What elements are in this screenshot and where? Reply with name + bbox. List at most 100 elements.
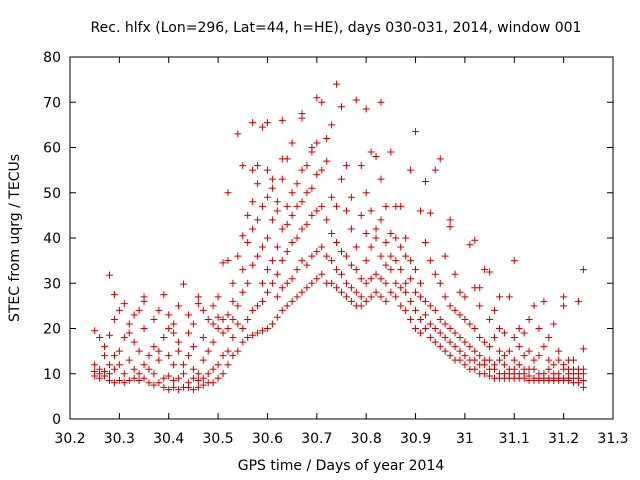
data-point: [120, 379, 128, 387]
data-point: [347, 193, 355, 201]
data-point: [520, 329, 528, 337]
data-point: [278, 284, 286, 292]
y-tick-label: 10: [43, 367, 61, 383]
data-point: [446, 352, 454, 360]
data-point: [155, 306, 163, 314]
data-point: [165, 325, 173, 332]
data-point: [392, 293, 400, 301]
data-point: [456, 311, 464, 319]
data-point: [194, 370, 202, 378]
data-point: [357, 162, 365, 170]
data-point: [456, 334, 464, 342]
data-point: [431, 270, 439, 278]
data-point: [342, 162, 350, 170]
data-point: [105, 370, 113, 378]
data-point: [283, 248, 291, 256]
data-point: [110, 291, 118, 299]
data-point: [254, 216, 262, 224]
data-point: [333, 80, 341, 88]
data-point: [342, 252, 350, 260]
data-point: [199, 356, 207, 364]
y-axis-ticks: 0 10 20 30 40 50 60 70 80: [43, 50, 613, 428]
data-point: [194, 300, 202, 308]
data-point: [259, 297, 267, 305]
data-point: [165, 372, 173, 380]
data-point: [342, 279, 350, 287]
data-point: [441, 334, 449, 342]
data-point: [342, 293, 350, 301]
data-point: [313, 207, 321, 215]
data-point: [165, 311, 173, 319]
data-point: [333, 284, 341, 292]
data-point: [96, 334, 104, 342]
data-point: [476, 302, 484, 310]
data-point: [367, 275, 375, 283]
data-point: [392, 234, 400, 242]
data-point: [387, 288, 395, 296]
data-point: [120, 370, 128, 378]
data-point: [362, 257, 370, 265]
y-tick-label: 50: [43, 186, 61, 202]
data-point: [244, 279, 252, 287]
data-point: [209, 338, 217, 346]
data-point: [318, 270, 326, 278]
data-point: [229, 315, 237, 323]
data-point: [209, 365, 217, 373]
y-tick-label: 40: [43, 231, 61, 247]
data-point: [288, 211, 296, 219]
data-point: [313, 171, 321, 179]
data-point: [303, 220, 311, 228]
data-point: [150, 343, 158, 351]
data-point: [91, 327, 99, 335]
data-point: [402, 252, 410, 260]
data-point: [357, 293, 365, 301]
data-point: [140, 374, 148, 382]
data-point: [421, 325, 429, 332]
data-point: [579, 345, 587, 353]
data-point: [268, 279, 276, 287]
data-point: [540, 343, 548, 351]
data-point: [259, 279, 267, 287]
data-point: [426, 257, 434, 265]
data-point: [249, 119, 257, 127]
data-point: [229, 297, 237, 305]
data-point: [313, 275, 321, 283]
data-point: [313, 248, 321, 256]
data-point: [249, 331, 257, 339]
data-point: [560, 302, 568, 310]
data-point: [471, 325, 479, 332]
data-point: [155, 347, 163, 355]
data-point: [476, 334, 484, 342]
data-point: [249, 225, 257, 233]
data-point: [476, 284, 484, 292]
data-point: [313, 94, 321, 102]
data-point: [219, 259, 227, 267]
data-point: [150, 370, 158, 378]
data-point: [273, 207, 281, 215]
data-point: [101, 367, 109, 375]
data-point: [352, 288, 360, 296]
data-point: [170, 320, 178, 328]
data-point: [347, 261, 355, 269]
x-tick-label: 31: [456, 431, 474, 447]
data-point: [125, 329, 133, 337]
data-point: [308, 211, 316, 219]
data-point: [150, 381, 158, 389]
data-point: [263, 266, 271, 274]
data-point: [338, 288, 345, 296]
data-point: [239, 232, 247, 240]
data-point: [224, 257, 232, 265]
data-point: [115, 377, 123, 385]
data-point: [436, 343, 444, 351]
data-point: [293, 293, 301, 301]
data-point: [491, 334, 499, 342]
x-tick-label: 30.2: [54, 431, 85, 447]
data-point: [362, 189, 370, 197]
data-point: [219, 315, 227, 323]
data-point: [510, 356, 518, 364]
data-point: [273, 293, 281, 301]
data-point: [535, 325, 543, 332]
data-point: [184, 311, 192, 319]
data-point: [500, 352, 508, 360]
data-point: [101, 352, 109, 360]
